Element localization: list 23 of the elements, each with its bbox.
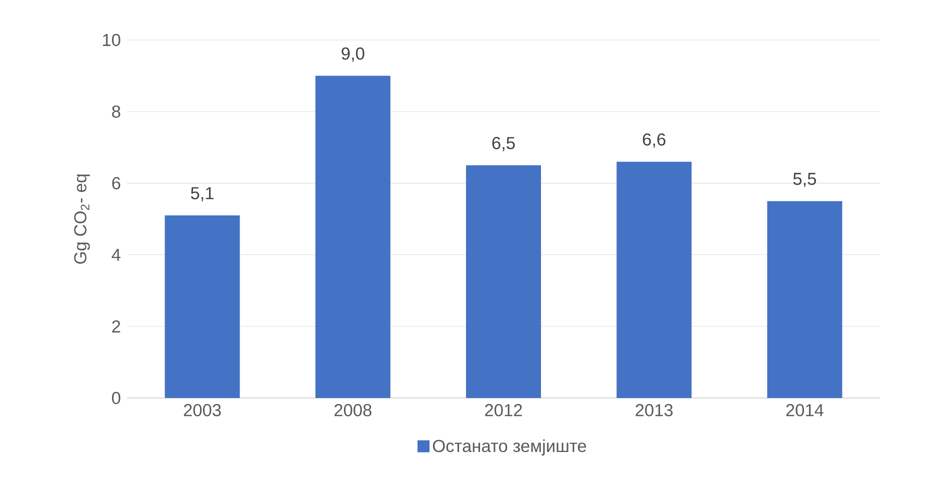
data-label: 6,5 — [492, 136, 515, 152]
bar — [767, 201, 842, 398]
bar — [164, 215, 240, 398]
y-tick-label: 0 — [112, 392, 120, 404]
data-label: 5,5 — [793, 172, 816, 188]
x-tick-label: 2014 — [786, 404, 824, 416]
x-tick-label: 2012 — [485, 404, 522, 416]
bar — [616, 162, 692, 398]
y-axis-title: Gg CO$_{2}$- eq — [74, 174, 90, 264]
y-tick-label: 10 — [103, 34, 120, 46]
x-tick-label: 2003 — [184, 404, 221, 416]
legend-label: Останато земјиште — [432, 439, 586, 456]
x-tick-label: 2008 — [334, 404, 372, 416]
data-label: 9,0 — [342, 47, 364, 62]
y-tick-label: 2 — [112, 320, 120, 332]
data-label: 6,6 — [642, 133, 666, 148]
x-tick-label: 2013 — [636, 404, 673, 416]
data-label: 5,1 — [190, 187, 214, 202]
bar — [466, 165, 541, 398]
bar — [315, 76, 390, 398]
y-tick-label: 8 — [112, 105, 120, 118]
y-tick-label: 6 — [112, 177, 120, 190]
y-tick-label: 4 — [112, 248, 120, 261]
